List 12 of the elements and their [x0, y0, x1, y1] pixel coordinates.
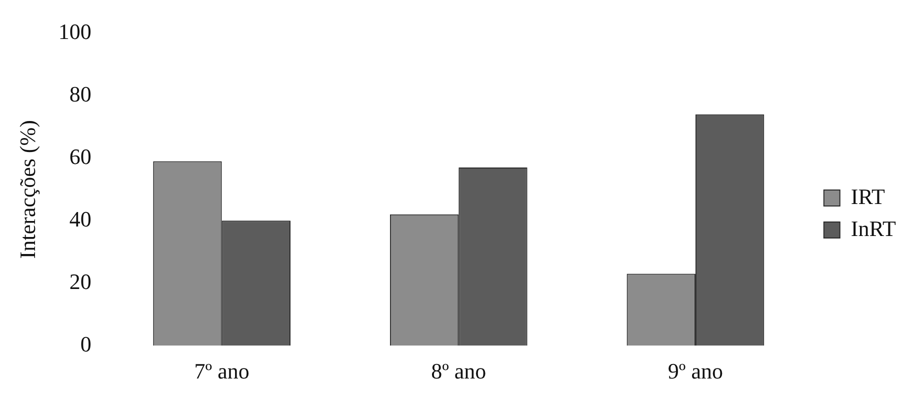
x-tick-label: 9º ano — [668, 358, 724, 384]
y-tick-label: 20 — [69, 268, 92, 294]
x-tick-label: 8º ano — [431, 358, 486, 384]
y-tick-label: 100 — [58, 18, 92, 44]
legend-label: InRT — [850, 216, 897, 241]
y-tick-label: 60 — [69, 144, 92, 169]
y-tick-label: 80 — [69, 81, 92, 106]
y-tick-label: 0 — [80, 331, 92, 356]
y-tick-label: 40 — [69, 206, 92, 232]
x-tick-label: 7º ano — [194, 358, 250, 384]
legend-label: IRT — [850, 184, 886, 209]
y-axis-title: Interacções (%) — [14, 120, 40, 259]
